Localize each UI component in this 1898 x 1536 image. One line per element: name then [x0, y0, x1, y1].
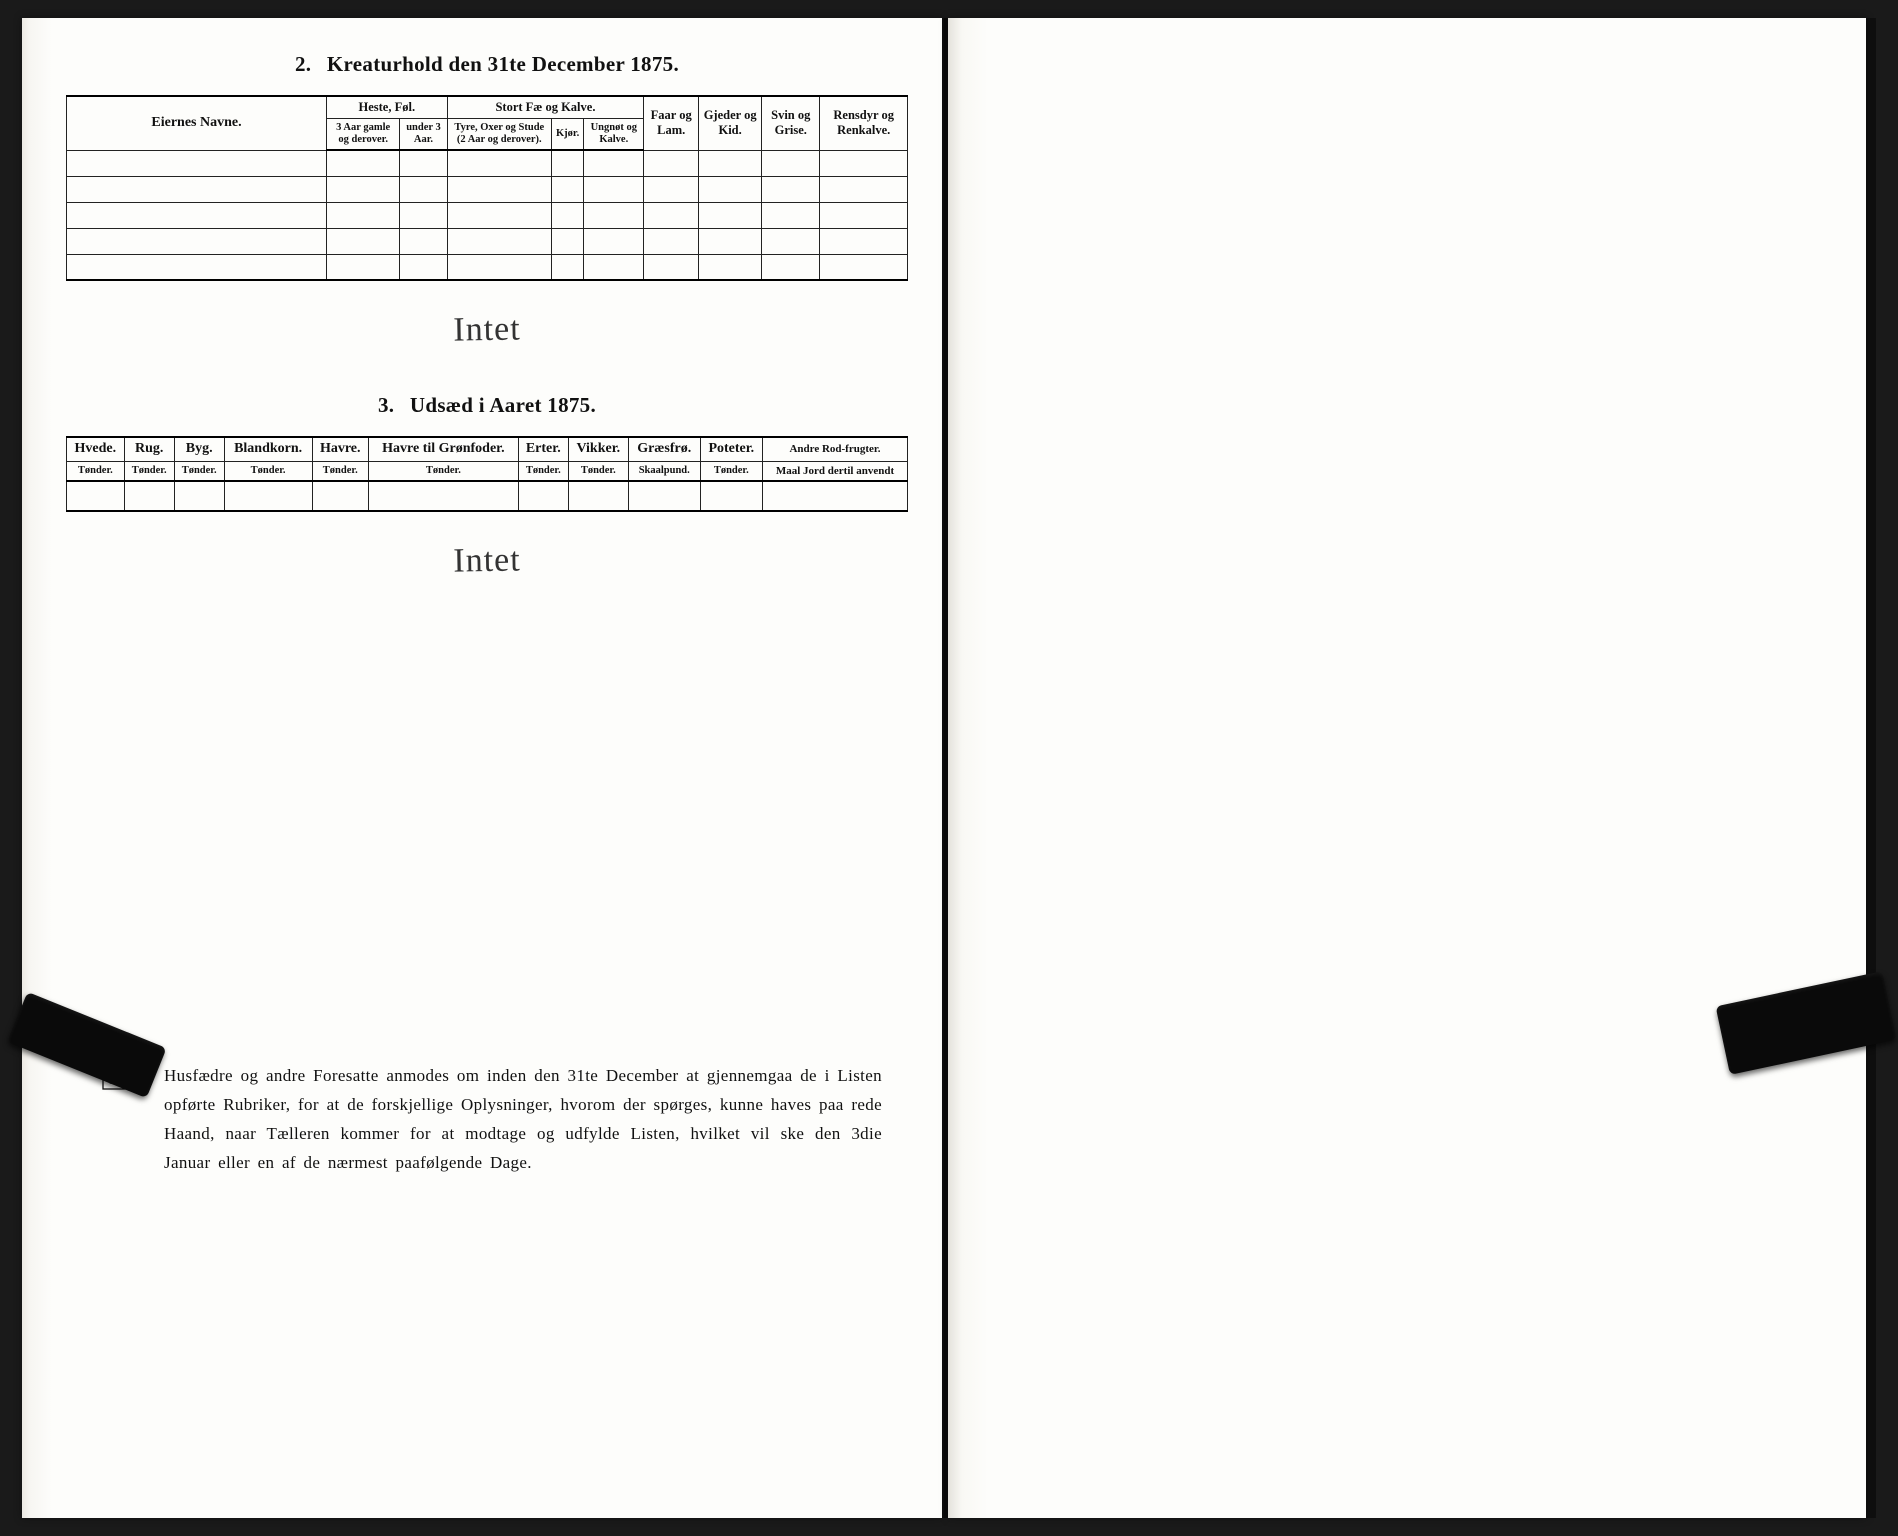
col-hvede: Hvede. — [67, 437, 125, 461]
section2-title: 2. Kreaturhold den 31te December 1875. — [66, 52, 908, 77]
col-ungnot: Ungnøt og Kalve. — [584, 119, 644, 151]
col-gjeder: Gjeder og Kid. — [699, 96, 762, 150]
section3-heading: Udsæd i Aaret 1875. — [410, 393, 596, 417]
col-havre-gron: Havre til Grønfoder. — [368, 437, 518, 461]
unit-tonder: Tønder. — [124, 461, 174, 481]
col-erter: Erter. — [518, 437, 568, 461]
sowing-table-body — [67, 481, 908, 511]
section2-heading: Kreaturhold den 31te December 1875. — [327, 52, 679, 76]
col-svin: Svin og Grise. — [762, 96, 820, 150]
livestock-table-body — [67, 150, 908, 280]
footnote-block: Husfædre og andre Foresatte anmodes om i… — [102, 1062, 882, 1178]
unit-skaalpund: Skaalpund. — [628, 461, 700, 481]
binder-clip-right — [1716, 971, 1897, 1075]
col-rensdyr: Rensdyr og Renkalve. — [820, 96, 908, 150]
handwritten-note-2: Intet — [66, 534, 909, 587]
table-row — [67, 176, 908, 202]
col-rug: Rug. — [124, 437, 174, 461]
col-eiernes-navne: Eiernes Navne. — [67, 96, 327, 150]
unit-tonder: Tønder. — [568, 461, 628, 481]
col-havre: Havre. — [312, 437, 368, 461]
col-tyre: Tyre, Oxer og Stude (2 Aar og derover). — [447, 119, 551, 151]
col-poteter: Poteter. — [700, 437, 762, 461]
unit-maal: Maal Jord dertil anvendt — [762, 461, 907, 481]
col-graesfro: Græsfrø. — [628, 437, 700, 461]
binder-clip-left — [7, 992, 166, 1098]
table-row — [67, 228, 908, 254]
footnote-text: Husfædre og andre Foresatte anmodes om i… — [164, 1062, 882, 1178]
col-kjor: Kjør. — [551, 119, 583, 151]
unit-tonder: Tønder. — [700, 461, 762, 481]
table-row — [67, 150, 908, 176]
section2-number: 2. — [295, 52, 311, 76]
table-row — [67, 202, 908, 228]
col-byg: Byg. — [174, 437, 224, 461]
colgroup-heste: Heste, Føl. — [327, 96, 448, 119]
page-left: 2. Kreaturhold den 31te December 1875. E… — [22, 18, 942, 1518]
section3: 3. Udsæd i Aaret 1875. Hvede. Rug. Byg. … — [66, 393, 908, 580]
unit-tonder: Tønder. — [368, 461, 518, 481]
unit-tonder: Tønder. — [174, 461, 224, 481]
page-right-blank — [948, 18, 1866, 1518]
unit-tonder: Tønder. — [224, 461, 312, 481]
section3-number: 3. — [378, 393, 394, 417]
col-heste-3aar: 3 Aar gamle og derover. — [327, 119, 400, 151]
unit-tonder: Tønder. — [312, 461, 368, 481]
col-vikker: Vikker. — [568, 437, 628, 461]
handwritten-note-1: Intet — [66, 304, 909, 357]
colgroup-stort: Stort Fæ og Kalve. — [447, 96, 644, 119]
col-heste-under3: under 3 Aar. — [400, 119, 447, 151]
section3-title: 3. Udsæd i Aaret 1875. — [66, 393, 908, 418]
book-spread: 2. Kreaturhold den 31te December 1875. E… — [22, 18, 1876, 1518]
table-row — [67, 481, 908, 511]
unit-tonder: Tønder. — [67, 461, 125, 481]
table-row — [67, 254, 908, 280]
col-andre: Andre Rod-frugter. — [762, 437, 907, 461]
col-blandkorn: Blandkorn. — [224, 437, 312, 461]
sowing-table: Hvede. Rug. Byg. Blandkorn. Havre. Havre… — [66, 436, 908, 512]
livestock-table: Eiernes Navne. Heste, Føl. Stort Fæ og K… — [66, 95, 908, 281]
unit-tonder: Tønder. — [518, 461, 568, 481]
col-faar: Faar og Lam. — [644, 96, 699, 150]
